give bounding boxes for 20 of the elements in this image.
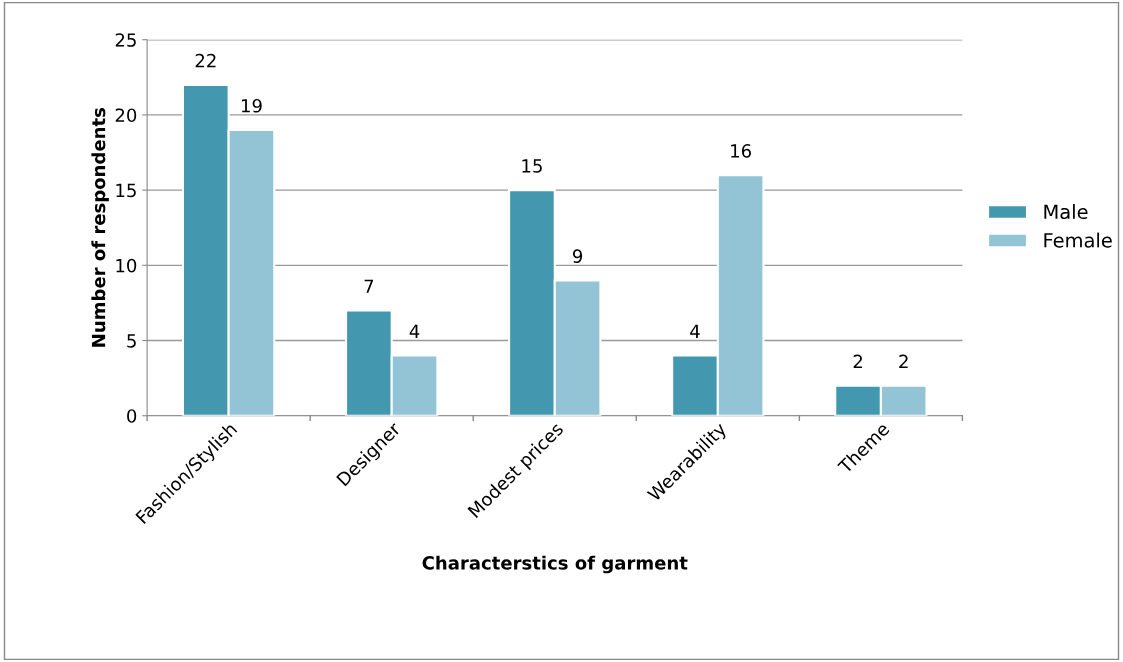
legend-label: Male xyxy=(1044,204,1088,220)
y-tick-label: 10 xyxy=(116,258,137,273)
data-label: 9 xyxy=(572,249,583,263)
y-tick-label: 20 xyxy=(115,108,137,123)
data-label: 4 xyxy=(409,324,420,338)
y-tick-label: 0 xyxy=(127,409,137,423)
y-tick-label: 5 xyxy=(127,334,136,348)
data-label: 2 xyxy=(853,354,862,369)
data-label: 16 xyxy=(731,144,751,158)
y-axis-title: Number of respondents xyxy=(91,108,109,347)
y-tick-label: 15 xyxy=(116,183,136,198)
data-label: 19 xyxy=(241,98,262,113)
x-axis-title: Characterstics of garment xyxy=(422,555,688,574)
data-label: 15 xyxy=(522,159,542,173)
data-label: 22 xyxy=(195,53,216,68)
data-label: 4 xyxy=(690,324,700,338)
data-label: 2 xyxy=(899,354,908,369)
data-label: 7 xyxy=(364,279,374,293)
y-tick-label: 25 xyxy=(115,33,136,47)
legend-label: Female xyxy=(1044,232,1112,248)
